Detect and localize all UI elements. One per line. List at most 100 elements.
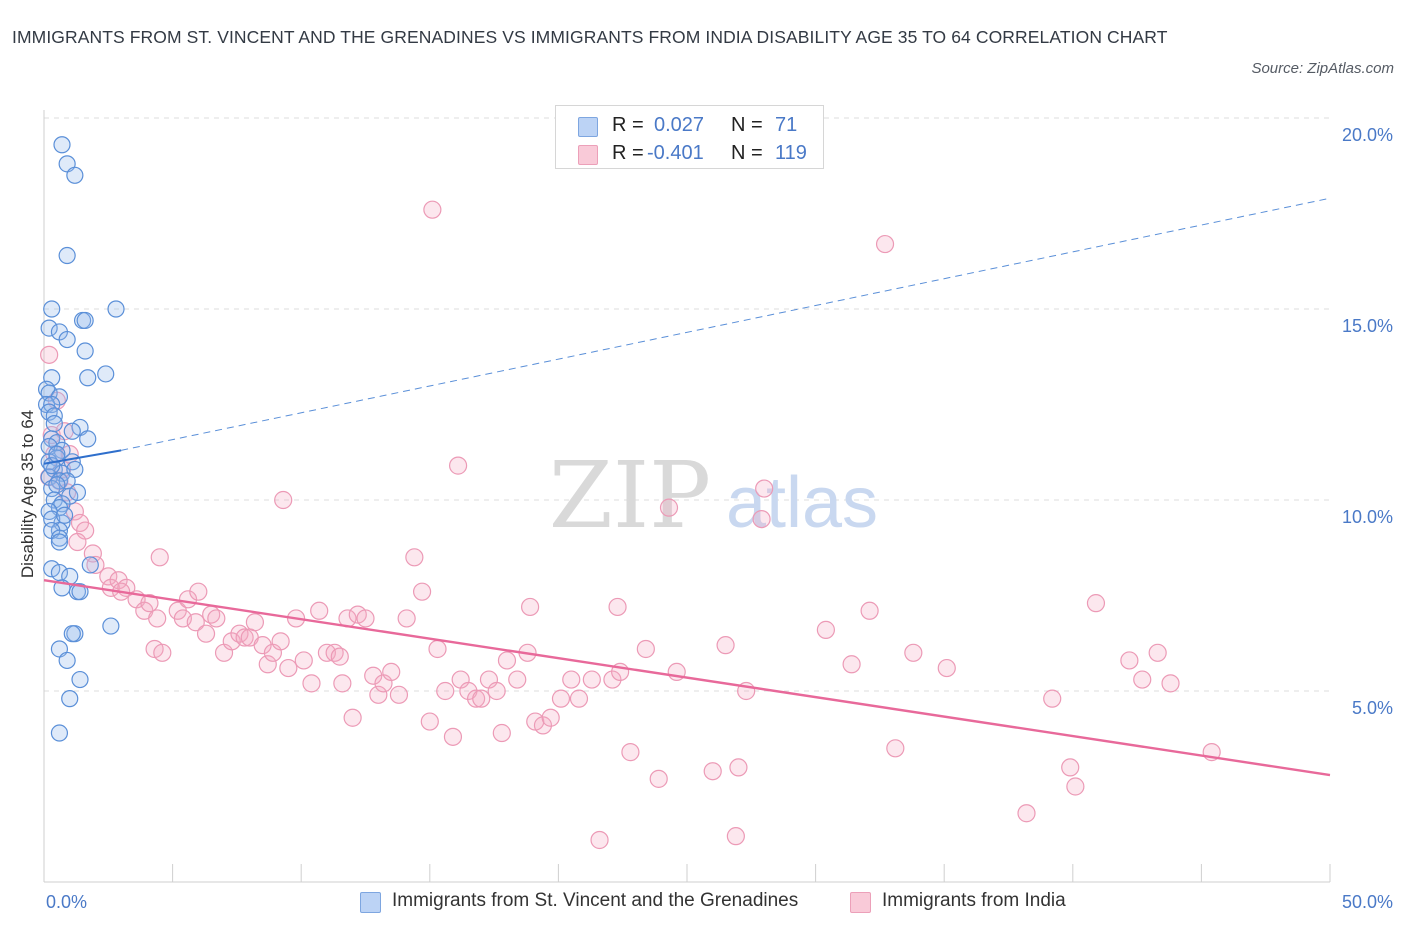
india-point [397,609,416,628]
svg-point [79,430,97,448]
india-point [1133,670,1152,689]
y-tick-label: 10.0% [1342,507,1393,527]
india-point [860,601,879,620]
india-point [294,651,313,670]
watermark-zip: ZIP [549,442,711,549]
india-point [207,609,226,628]
source-label: Source: ZipAtlas.com [1251,60,1394,77]
india-point [816,620,835,639]
india-point [621,743,640,762]
tick-labels: 5.0% 10.0% 15.0% 20.0% 0.0% 50.0% [46,125,1393,912]
svg-point [48,476,66,494]
india-point [99,567,118,586]
india-point [752,509,771,529]
y-tick-label: 20.0% [1342,125,1393,145]
india-point [382,662,401,682]
india-point [302,674,321,693]
svg-point [97,365,115,383]
india-point [420,712,439,731]
india-point [364,666,383,685]
india-point [253,636,272,655]
legend-swatch-pink [850,892,871,913]
series-india-points [40,200,1221,850]
india-point [448,456,468,475]
svg-point [61,690,79,708]
india-point [1120,651,1139,670]
india-point [140,594,159,613]
legend-n-label: N = [731,142,763,164]
india-point [729,758,748,777]
india-point [271,632,290,651]
india-point [258,655,277,674]
india-point [1086,594,1106,613]
svg-point [58,330,76,349]
y-axis-label: Disability Age 35 to 64 [18,410,37,578]
svg-point [50,533,69,551]
india-point [245,613,265,632]
svg-point [66,166,84,184]
legend-swatch-blue [360,892,381,913]
series-svg-points [37,136,125,742]
svg-point [58,651,76,670]
india-point [148,609,167,628]
legend-swatch-blue [578,117,598,137]
india-point [466,689,486,708]
india-point [83,544,102,563]
svg-point [43,560,61,578]
india-point [562,670,581,689]
india-point [541,708,560,727]
india-point [86,555,105,575]
svg-trend-extension [121,197,1331,451]
watermark-atlas: atlas [726,463,878,543]
india-point [196,624,216,643]
india-point [330,647,349,666]
india-point [497,651,517,670]
india-point [369,685,388,704]
india-point [412,582,432,601]
legend-r-label: R = [612,114,644,136]
legend-label-india: Immigrants from India [882,890,1066,911]
svg-point [76,311,94,330]
svg-point [63,422,81,440]
india-trend-line [43,579,1331,777]
india-point [636,639,655,659]
y-tick-label: 15.0% [1342,316,1393,336]
india-point [508,670,527,689]
india-point [608,597,627,617]
india-point [649,769,668,788]
grid-lines [44,117,1330,692]
india-point [472,689,491,708]
svg-point [63,625,81,643]
svg-point [102,617,120,635]
india-point [436,681,455,701]
legend-n-label: N = [731,114,763,136]
india-point [235,628,254,647]
svg-point [71,583,89,601]
india-point [521,597,540,617]
india-point [356,609,375,628]
india-point [590,830,609,850]
india-point [443,727,463,746]
legend-n-value: 119 [775,142,807,164]
india-point [904,643,923,662]
legend-swatch-pink [578,145,598,165]
india-point [1061,758,1080,777]
india-point [659,498,679,517]
india-point [755,479,774,498]
axes [43,110,1331,883]
india-point [582,670,601,689]
india-point [487,681,506,701]
india-point [343,708,362,727]
svg-point [81,556,99,574]
svg-point [107,300,125,318]
india-point [423,200,442,219]
india-point [703,762,722,781]
india-point [109,571,128,590]
india-point [189,582,208,601]
trend-lines [43,197,1331,777]
india-point [886,739,905,758]
india-point [274,490,293,510]
svg-point [55,506,74,524]
svg-point [76,342,94,360]
